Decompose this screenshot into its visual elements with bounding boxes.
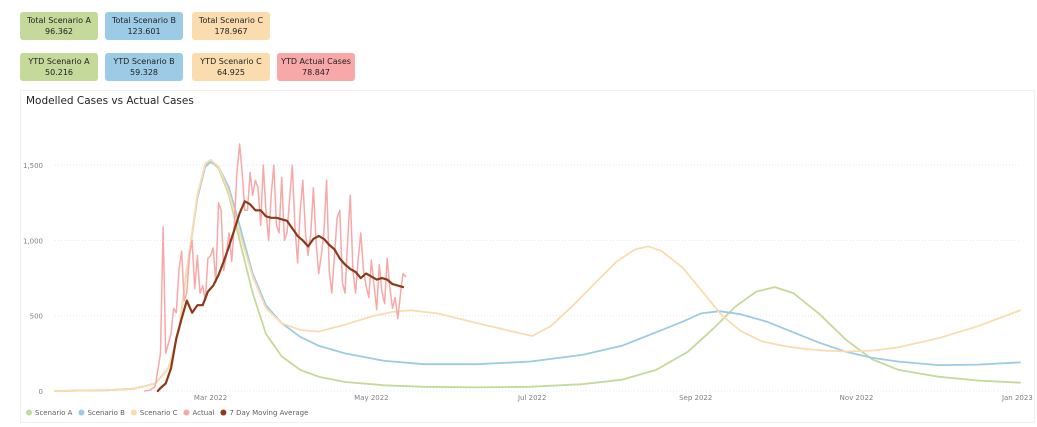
kpi-label: YTD Scenario A: [28, 57, 90, 66]
x-tick-label: May 2022: [354, 394, 389, 402]
legend-item-scenario-c[interactable]: Scenario C: [130, 409, 178, 417]
y-tick-label: 500: [30, 313, 43, 321]
series-line-actual[interactable]: [143, 143, 407, 392]
kpi-card-total-scenario-c: Total Scenario C 178.967: [192, 12, 270, 40]
legend-label: Actual: [192, 409, 214, 417]
kpi-label: YTD Scenario C: [200, 57, 262, 66]
y-tick-label: 0: [39, 388, 43, 396]
legend-item-scenario-a[interactable]: Scenario A: [26, 409, 73, 417]
gridlines: [55, 164, 1020, 392]
kpi-card-total-scenario-b: Total Scenario B 123.601: [105, 12, 183, 40]
kpi-value: 78.847: [302, 68, 330, 77]
series-line-scenario-b[interactable]: [54, 161, 1021, 392]
kpi-label: YTD Scenario B: [113, 57, 175, 66]
kpi-value: 59.328: [130, 68, 158, 77]
y-axis: 0 500 1,000 1,500: [23, 162, 43, 396]
series-line-scenario-c[interactable]: [54, 158, 1021, 392]
x-axis: Mar 2022 May 2022 Jul 2022 Sep 2022 Nov 2022…: [194, 394, 1033, 402]
legend-label: 7 Day Moving Average: [229, 409, 308, 417]
legend-label: Scenario C: [140, 409, 178, 417]
legend-marker: [78, 409, 85, 416]
chart-title: Modelled Cases vs Actual Cases: [26, 95, 194, 107]
kpi-value: 96.362: [45, 27, 73, 36]
x-tick-label: Sep 2022: [679, 394, 712, 402]
legend-marker: [130, 409, 137, 416]
legend-label: Scenario B: [87, 409, 125, 417]
y-tick-label: 1,500: [23, 162, 43, 170]
series-line-scenario-a[interactable]: [54, 159, 1021, 392]
legend-item-7-day-moving-average[interactable]: 7 Day Moving Average: [220, 409, 308, 417]
legend-marker: [220, 409, 227, 416]
kpi-value: 64.925: [217, 68, 245, 77]
chart-panel: [20, 90, 1035, 423]
legend-item-scenario-b[interactable]: Scenario B: [78, 409, 125, 417]
kpi-value: 123.601: [127, 27, 161, 36]
x-tick-label: Mar 2022: [194, 394, 227, 402]
kpi-value: 50.216: [45, 68, 73, 77]
series-lines: [54, 143, 1021, 393]
x-tick-label: Jul 2022: [517, 394, 547, 402]
legend[interactable]: Scenario A Scenario B Scenario C Actual 7 Da…: [26, 409, 308, 417]
kpi-label: Total Scenario A: [26, 16, 92, 25]
legend-item-actual[interactable]: Actual: [183, 409, 214, 417]
legend-label: Scenario A: [35, 409, 73, 417]
kpi-card-ytd-scenario-c: YTD Scenario C 64.925: [192, 53, 270, 81]
kpi-value: 178.967: [214, 27, 248, 36]
legend-marker: [26, 409, 32, 416]
kpi-label: Total Scenario C: [198, 16, 264, 25]
series-line-7-day-moving-average[interactable]: [156, 200, 405, 393]
kpi-label: YTD Actual Cases: [281, 57, 351, 66]
y-tick-label: 1,000: [23, 237, 43, 245]
kpi-card-ytd-actual-cases: YTD Actual Cases 78.847: [277, 53, 355, 81]
kpi-card-total-scenario-a: Total Scenario A 96.362: [20, 12, 98, 40]
x-tick-label: Jan 2023: [1001, 394, 1033, 402]
kpi-card-ytd-scenario-b: YTD Scenario B 59.328: [105, 53, 183, 81]
kpi-label: Total Scenario B: [111, 16, 177, 25]
legend-marker: [183, 409, 190, 416]
x-tick-label: Nov 2022: [840, 394, 874, 402]
kpi-card-ytd-scenario-a: YTD Scenario A 50.216: [20, 53, 98, 81]
